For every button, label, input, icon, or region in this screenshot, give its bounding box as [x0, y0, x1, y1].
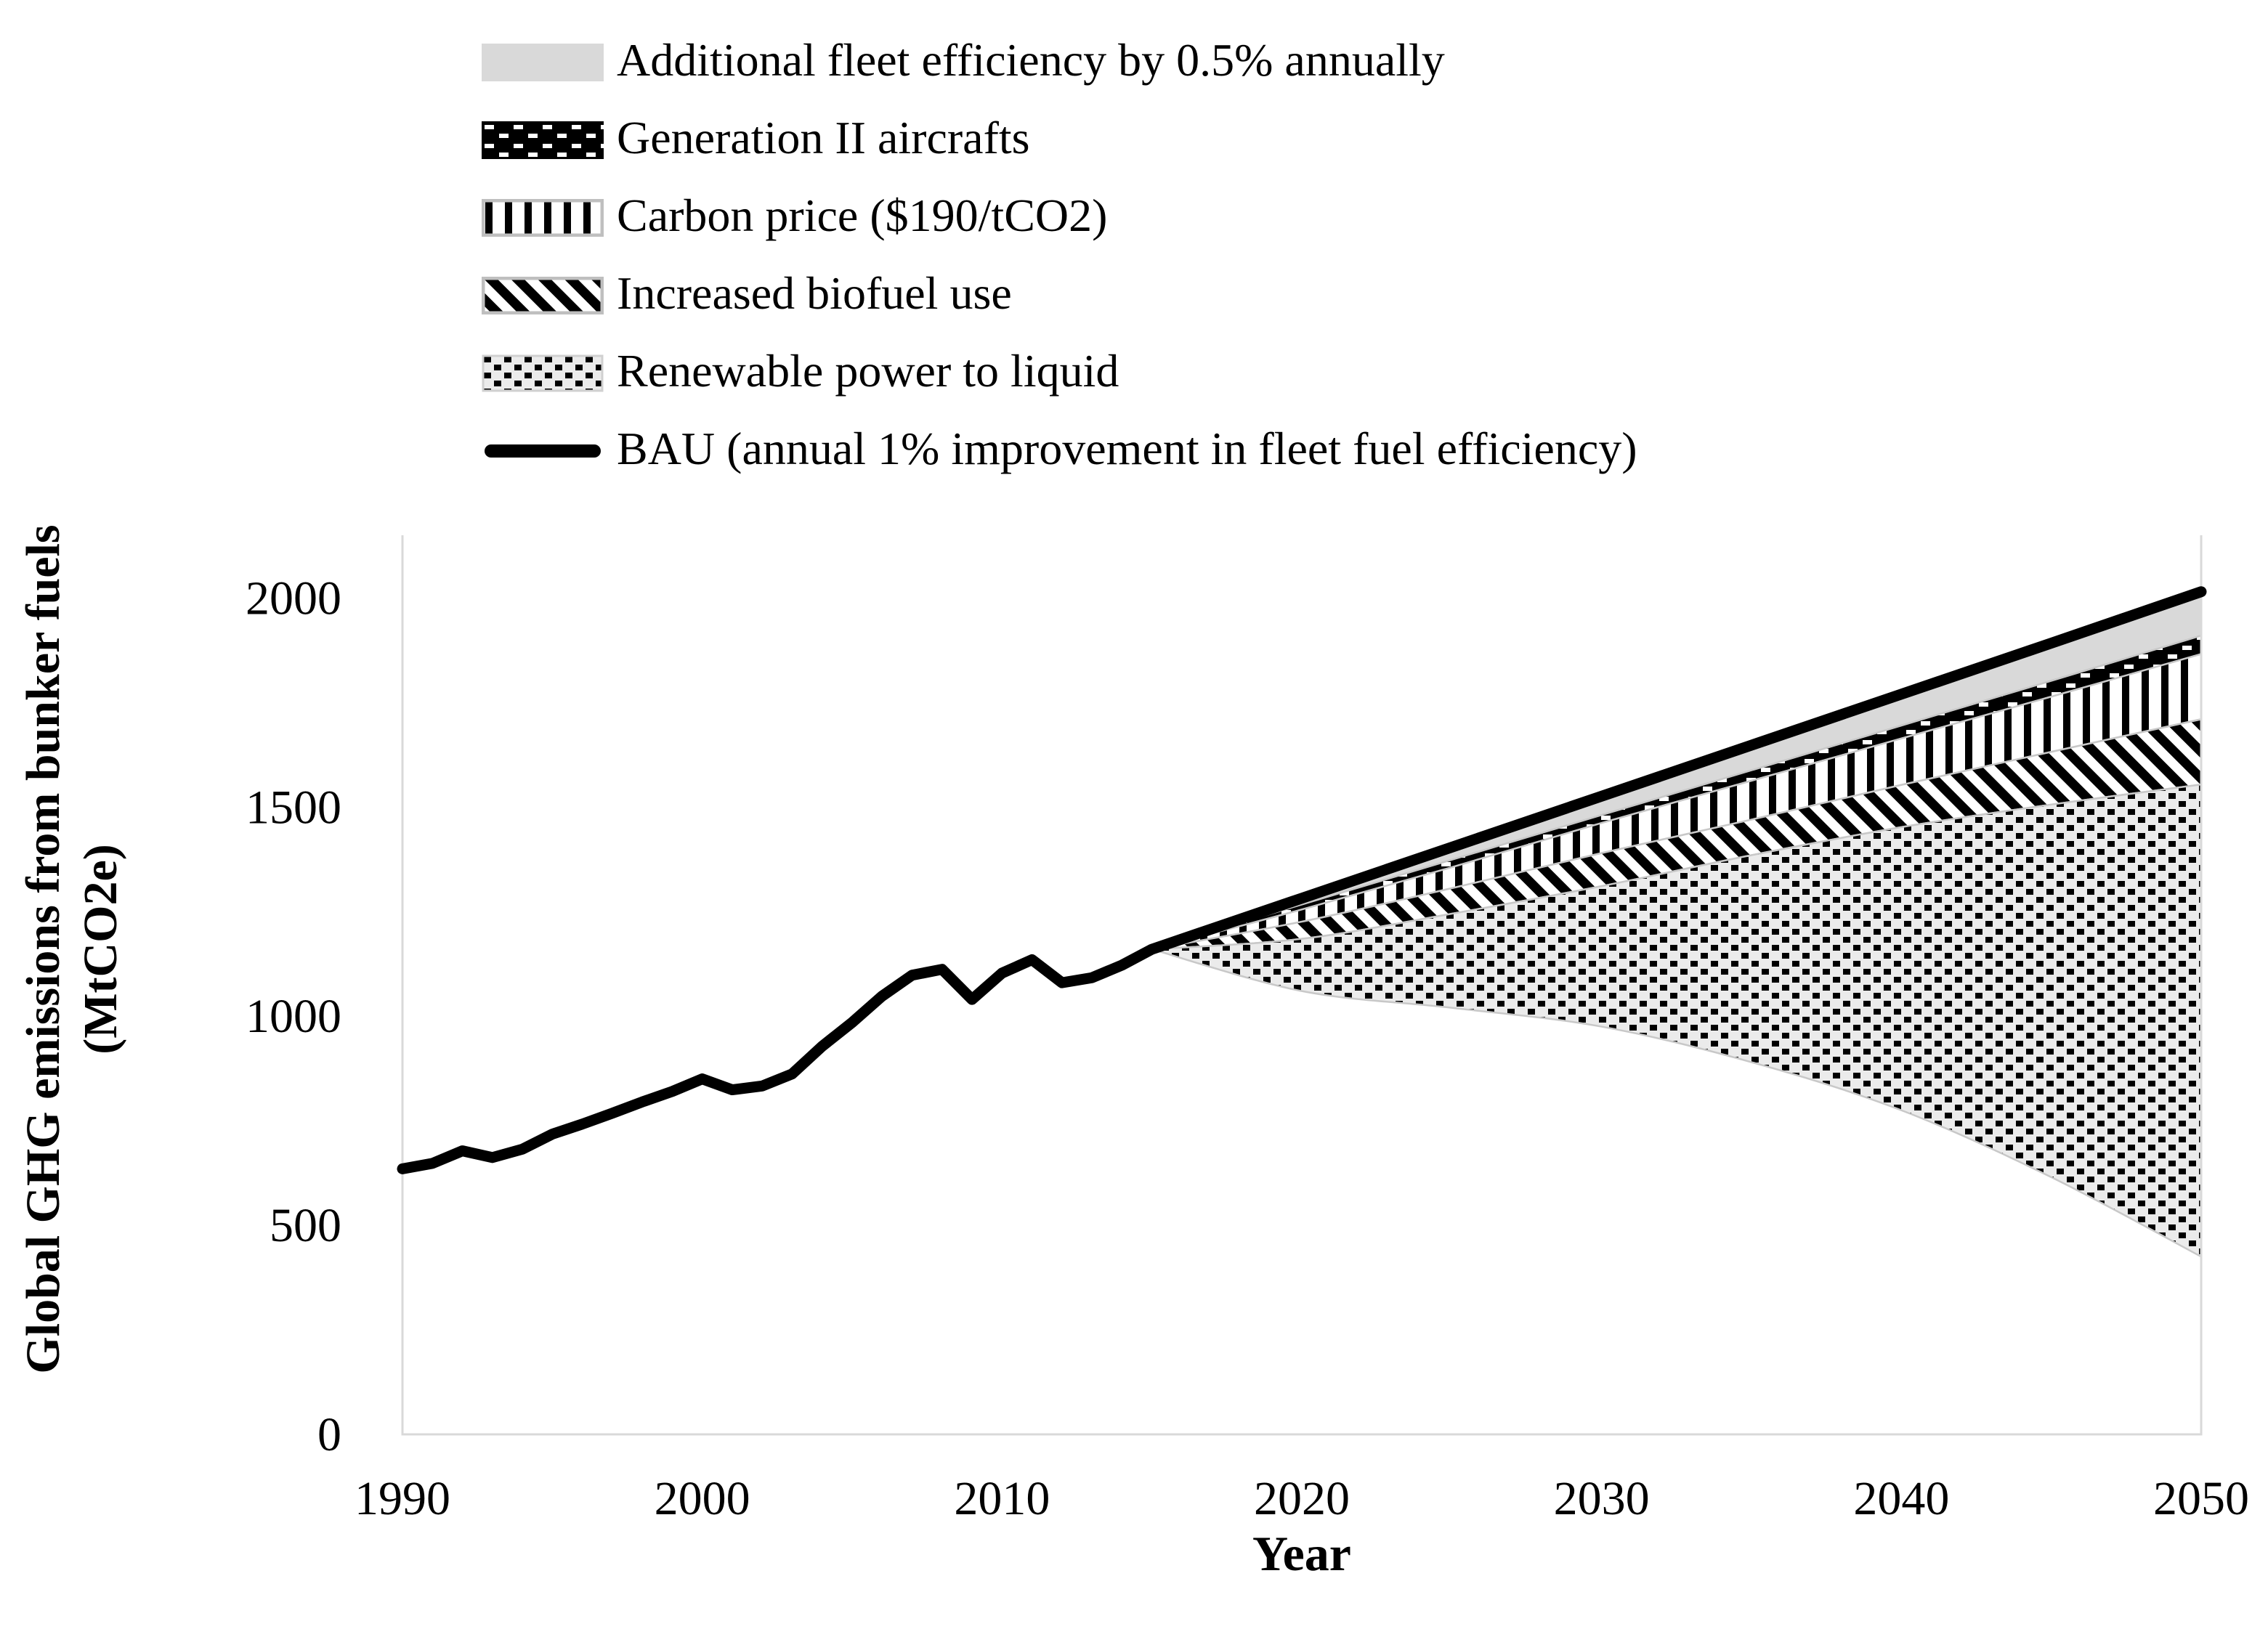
- legend-label: BAU (annual 1% improvement in fleet fuel…: [617, 423, 1637, 474]
- legend-item-carbon-price: Carbon price ($190/tCO2): [482, 192, 1637, 239]
- y-axis-title-line2: (MtCO2e): [74, 844, 128, 1055]
- tick-labels: 0 500 1000 1500 2000 1990 2000 2010 2020 2030 2040…: [246, 572, 2249, 1525]
- legend-item-renewable-ptl: Renewable power to liquid: [482, 348, 1637, 394]
- thick-line-swatch-icon: [485, 444, 601, 458]
- legend-item-fleet-efficiency: Additional fleet efficiency by 0.5% annu…: [482, 37, 1637, 84]
- x-tick-label: 2040: [1853, 1472, 1949, 1525]
- vertical-bars-swatch-icon: [482, 199, 604, 237]
- mitigation-wedges: [1151, 590, 2203, 1259]
- legend: Additional fleet efficiency by 0.5% annu…: [482, 37, 1637, 510]
- y-tick-label: 500: [270, 1199, 341, 1252]
- y-tick-label: 0: [317, 1408, 341, 1461]
- y-tick-label: 2000: [246, 572, 341, 625]
- legend-item-increased-biofuel: Increased biofuel use: [482, 270, 1637, 317]
- x-tick-label: 2030: [1554, 1472, 1650, 1525]
- x-axis-title: Year: [1252, 1526, 1351, 1581]
- legend-item-bau: BAU (annual 1% improvement in fleet fuel…: [482, 426, 1637, 472]
- diagonal-stripes-swatch-icon: [482, 277, 604, 314]
- dotted-grid-swatch-icon: [482, 354, 604, 392]
- legend-label: Additional fleet efficiency by 0.5% annu…: [617, 34, 1445, 86]
- x-tick-label: 1990: [355, 1472, 450, 1525]
- legend-item-generation2-aircrafts: Generation II aircrafts: [482, 115, 1637, 161]
- solid-gray-swatch-icon: [482, 44, 604, 81]
- bau-line: [397, 586, 2207, 1174]
- legend-label: Renewable power to liquid: [617, 345, 1119, 397]
- legend-label: Generation II aircrafts: [617, 112, 1030, 163]
- x-tick-label: 2050: [2153, 1472, 2249, 1525]
- y-axis-title: Global GHG emissions from bunker fuels (…: [15, 405, 138, 1494]
- y-axis-title-line1: Global GHG emissions from bunker fuels: [17, 524, 70, 1374]
- y-tick-label: 1500: [246, 781, 341, 834]
- y-tick-label: 1000: [246, 990, 341, 1043]
- x-tick-label: 2020: [1254, 1472, 1350, 1525]
- x-tick-label: 2000: [655, 1472, 750, 1525]
- x-tick-label: 2010: [954, 1472, 1050, 1525]
- black-dashes-swatch-icon: [482, 121, 604, 159]
- legend-label: Increased biofuel use: [617, 267, 1012, 319]
- legend-label: Carbon price ($190/tCO2): [617, 190, 1108, 241]
- axes: [401, 535, 2203, 1436]
